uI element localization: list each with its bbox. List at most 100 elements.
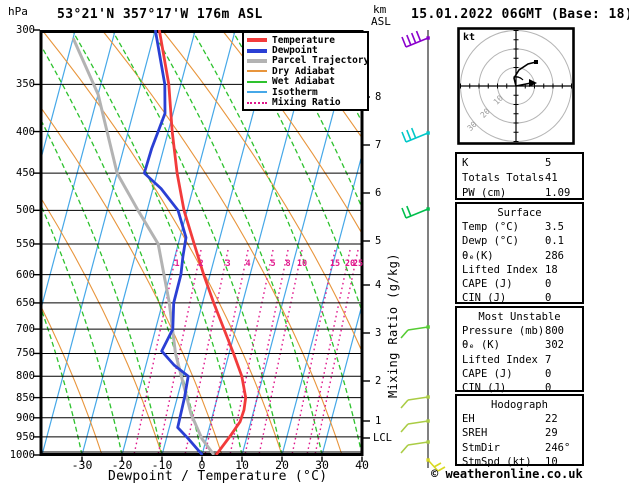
hodograph-unit-label: kt <box>463 32 476 43</box>
watermark-credit: © weatheronline.co.uk <box>431 467 583 481</box>
legend-item-label: Parcel Trajectory <box>272 55 370 67</box>
legend-item: Isotherm <box>247 86 364 98</box>
stats-row-label: Lifted Index <box>462 263 538 276</box>
stats-row: SREH 29 <box>462 426 582 440</box>
pressure-tick-label: 950 <box>16 430 35 443</box>
stats-row-value: 10 <box>545 455 558 468</box>
stats-row: PW (cm) 1.09 <box>462 186 582 201</box>
legend-item: Dry Adiabat <box>247 66 364 77</box>
km-tick-label: 4 <box>375 279 382 291</box>
legend-item-label: Temperature <box>272 34 335 46</box>
km-tick-label: 7 <box>375 139 382 151</box>
stats-row-label: Dewp (°C) <box>462 235 519 248</box>
stats-row-label: StmSpd (kt) <box>462 455 532 468</box>
stats-row: θₑ(K) 286 <box>462 249 582 263</box>
mixing-ratio-value-label: 15 <box>329 259 341 269</box>
stats-row-value: 1.09 <box>545 187 571 200</box>
legend-temperature-swatch <box>247 38 267 43</box>
stats-row: Temp (°C) 3.5 <box>462 220 582 234</box>
height-axis-unit-asl: ASL <box>371 15 391 28</box>
legend-item-label: Mixing Ratio <box>272 97 341 109</box>
stats-row-label: CIN (J) <box>462 382 507 395</box>
pressure-tick-label: 650 <box>16 296 35 309</box>
stats-row: EH 22 <box>462 412 582 426</box>
temp-tick-label: 40 <box>355 457 369 472</box>
mixing-ratio-value-label: 1 <box>174 259 180 269</box>
stats-row-value: 0 <box>545 382 552 395</box>
stats-row-label: θₑ (K) <box>462 339 500 352</box>
stats-row-label: CAPE (J) <box>462 367 513 380</box>
stats-row: Pressure (mb) 800 <box>462 324 582 338</box>
stats-row: StmSpd (kt) 10 <box>462 455 582 469</box>
stats-row-value: 302 <box>545 339 564 352</box>
mixing-ratio-value-label: 25 <box>352 259 364 269</box>
pressure-tick-label: 800 <box>16 370 35 383</box>
km-tick-label: 1 <box>375 415 382 427</box>
pressure-tick-label: 550 <box>16 237 35 250</box>
km-tick-label: 3 <box>375 327 382 339</box>
stats-box-most-unstable: Most Unstable Pressure (mb) 800 θₑ (K) 302 Li… <box>455 306 584 395</box>
stats-row-value: 0 <box>545 292 552 305</box>
pressure-tick-label: 350 <box>16 78 35 91</box>
stats-row-value: 41 <box>545 172 558 185</box>
stats-row-value: 800 <box>545 325 564 338</box>
stats-row-label: EH <box>462 413 475 426</box>
temp-tick-label: 10 <box>235 457 249 472</box>
stats-box-indices: K 5 Totals Totals 41 PW (cm) 1.09 <box>455 152 584 200</box>
stats-box-header: Surface <box>497 207 542 219</box>
pressure-tick-label: 600 <box>16 268 35 281</box>
temp-tick-label: 0 <box>198 457 206 472</box>
mixing-ratio-axis-title: Mixing Ratio (g/kg) <box>386 253 400 398</box>
stats-row: StmDir 246° <box>462 441 582 455</box>
legend-item-label: Dewpoint <box>272 45 318 57</box>
stats-row-value: 18 <box>545 263 558 276</box>
pressure-tick-label: 850 <box>16 391 35 404</box>
km-tick-label: 6 <box>375 187 382 199</box>
legend-parcel-trajectory-swatch <box>247 58 267 63</box>
pressure-tick-label: 300 <box>16 24 35 36</box>
stats-row-value: 5 <box>545 157 552 169</box>
pressure-tick-label: 750 <box>16 347 35 360</box>
stats-box-hodograph: Hodograph EH 22 SREH 29 StmDir 246° StmSpd (kt)… <box>455 394 584 469</box>
legend-item: Mixing Ratio <box>247 97 364 109</box>
pressure-tick-label: 450 <box>16 167 35 180</box>
stats-row-value: 7 <box>545 353 552 366</box>
station-title: 53°21'N 357°17'W 176m ASL <box>57 7 263 22</box>
stats-row-label: Lifted Index <box>462 353 538 366</box>
stats-row-label: CAPE (J) <box>462 278 513 291</box>
stats-row-value: 22 <box>545 413 558 426</box>
stats-row-value: 0.1 <box>545 235 564 248</box>
stats-row: Dewp (°C) 0.1 <box>462 234 582 248</box>
stats-row: CIN (J) 0 <box>462 291 582 305</box>
lcl-label: LCL <box>373 432 392 444</box>
km-tick-label: 2 <box>375 375 382 387</box>
stats-row: CIN (J) 0 <box>462 381 582 395</box>
pressure-tick-label: 900 <box>16 411 35 424</box>
pressure-tick-label: 400 <box>16 125 35 138</box>
mixing-ratio-value-label: 10 <box>296 259 308 269</box>
stats-box-header: Hodograph <box>491 399 548 411</box>
stats-row: CAPE (J) 0 <box>462 277 582 291</box>
temp-tick-label: -10 <box>151 457 173 472</box>
stats-row-label: K <box>462 157 469 169</box>
mixing-ratio-value-label: 20 <box>344 259 356 269</box>
mixing-ratio-value-label: 4 <box>245 259 251 269</box>
legend-item-label: Isotherm <box>272 86 318 98</box>
stats-row: Lifted Index 7 <box>462 353 582 367</box>
stats-row-value: 0 <box>545 278 552 291</box>
stats-row: Totals Totals 41 <box>462 171 582 186</box>
temp-tick-label: -30 <box>71 457 93 472</box>
pressure-tick-label: 1000 <box>9 449 35 461</box>
stats-row: Lifted Index 18 <box>462 263 582 277</box>
legend-wet-adiabat-swatch <box>247 80 267 83</box>
km-tick-label: 5 <box>375 235 382 247</box>
mixing-ratio-value-label: 3 <box>225 259 231 269</box>
stats-row-label: Temp (°C) <box>462 221 519 234</box>
legend-dry-adiabat-swatch <box>247 70 267 73</box>
x-axis-title: Dewpoint / Temperature (°C) <box>108 469 328 484</box>
legend-item: Wet Adiabat <box>247 76 364 87</box>
km-tick-label: 8 <box>375 91 382 103</box>
stats-row-label: Totals Totals <box>462 172 545 185</box>
stats-row-value: 286 <box>545 249 564 262</box>
